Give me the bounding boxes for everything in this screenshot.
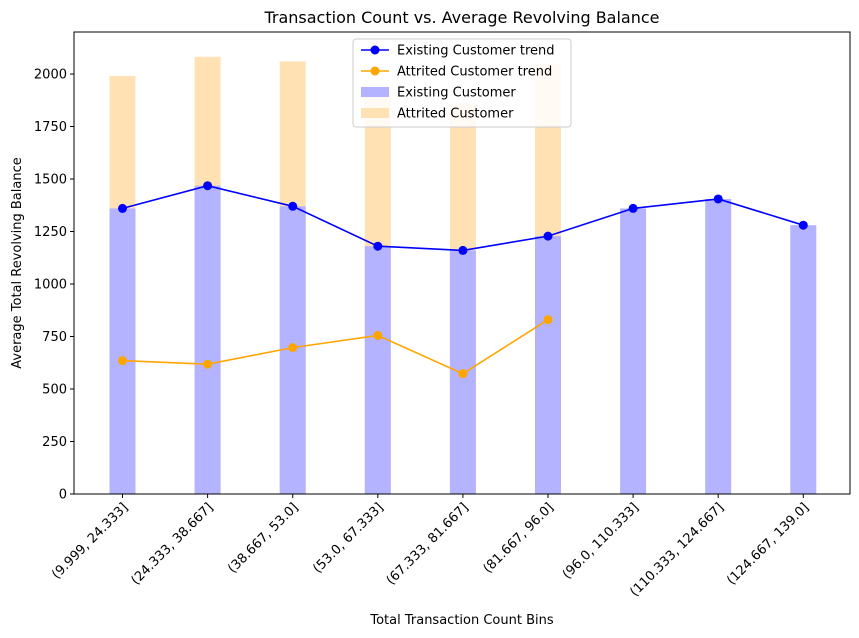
point-existing-5 — [543, 231, 553, 241]
line-attrited-trend — [122, 319, 549, 375]
y-axis: 0 250 500 750 1000 1250 1500 1750 2000 — [34, 68, 74, 503]
bar-existing-7 — [705, 198, 732, 494]
bar-existing-0 — [109, 208, 136, 494]
bars-layer — [109, 56, 817, 495]
point-existing-3 — [373, 241, 383, 251]
y-tick-label: 0 — [59, 488, 67, 503]
bar-existing-1 — [194, 185, 221, 494]
y-axis-title: Average Total Revolving Balance — [10, 157, 25, 369]
legend-swatch-existing — [361, 87, 389, 97]
point-existing-8 — [798, 220, 808, 230]
x-axis: (9.999, 24.333](24.333, 38.667] (38.667, … — [49, 494, 812, 600]
x-axis-title: Total Transaction Count Bins — [369, 613, 554, 628]
point-attrited-5 — [543, 315, 553, 325]
legend-label-attrited: Attrited Customer — [397, 107, 514, 122]
legend-swatch-attrited — [361, 108, 389, 118]
y-tick-label: 250 — [42, 435, 67, 450]
point-attrited-4 — [458, 369, 468, 379]
bar-existing-5 — [535, 236, 561, 494]
x-tick-label: (110.333, 124.667] — [627, 500, 727, 600]
y-tick-label: 1000 — [34, 278, 67, 293]
y-tick-label: 750 — [42, 330, 67, 345]
legend-label-existing-trend: Existing Customer trend — [397, 44, 555, 59]
point-existing-0 — [118, 203, 127, 213]
x-tick-label: (96.0, 110.333] — [560, 500, 642, 582]
y-tick-label: 2000 — [34, 68, 67, 83]
chart-title: Transaction Count vs. Average Revolving … — [263, 8, 659, 27]
y-tick-label: 1500 — [34, 173, 67, 188]
lines-layer — [118, 181, 808, 379]
point-existing-6 — [628, 203, 638, 213]
point-attrited-3 — [373, 330, 383, 340]
point-existing-2 — [288, 201, 298, 211]
y-tick-label: 500 — [42, 383, 67, 398]
point-existing-1 — [203, 181, 213, 191]
x-tick-label: (24.333, 38.667] — [128, 500, 216, 588]
legend-box — [352, 38, 572, 128]
legend-marker-attrited-trend — [370, 66, 380, 76]
point-attrited-1 — [203, 359, 213, 369]
x-tick-label: (81.667, 96.0] — [481, 500, 557, 576]
point-existing-4 — [458, 245, 468, 255]
x-tick-label: (53.0, 67.333] — [310, 500, 386, 576]
point-attrited-0 — [118, 356, 127, 366]
legend-marker-existing-trend — [370, 45, 380, 55]
legend-label-attrited-trend: Attrited Customer trend — [397, 65, 552, 80]
x-tick-label: (67.333, 81.667] — [384, 500, 472, 588]
point-attrited-2 — [288, 343, 298, 353]
y-tick-label: 1750 — [34, 120, 67, 135]
y-tick-label: 1250 — [34, 225, 67, 240]
x-tick-label: (9.999, 24.333] — [49, 500, 131, 582]
legend-label-existing: Existing Customer — [397, 86, 516, 101]
bar-existing-8 — [790, 225, 817, 494]
point-existing-7 — [713, 194, 723, 204]
plot-frame — [73, 31, 851, 495]
x-tick-label: (124.667, 139.0] — [724, 500, 812, 588]
bar-existing-3 — [364, 246, 391, 494]
x-tick-label: (38.667, 53.0] — [225, 500, 301, 576]
bar-existing-6 — [620, 208, 647, 494]
legend: Existing Customer trend Attrited Customer… — [352, 38, 572, 128]
